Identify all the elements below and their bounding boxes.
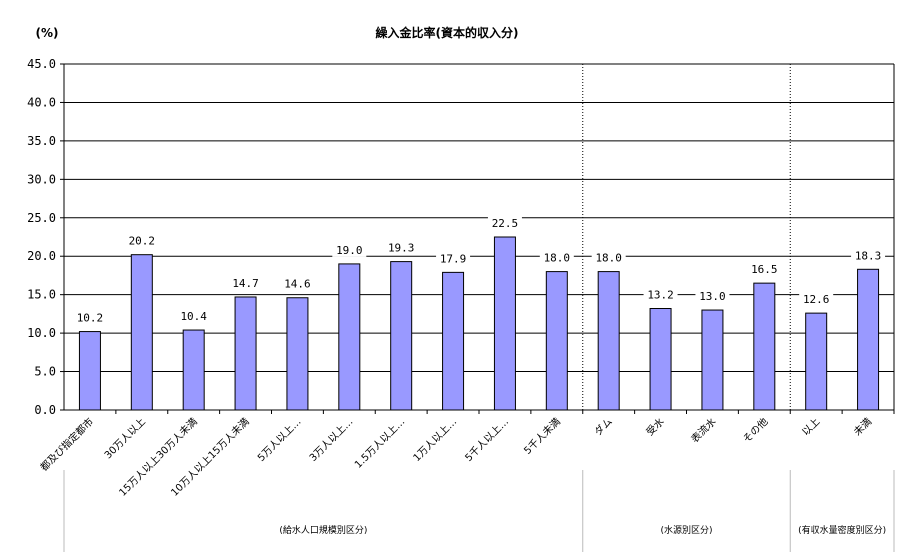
bar[interactable] [442, 271, 465, 411]
data-label: 10.4 [180, 310, 207, 323]
x-tick-label: 受水 [644, 416, 667, 439]
data-label-bg [124, 234, 159, 248]
x-tick-label: 未満 [852, 416, 875, 439]
bar[interactable] [338, 263, 361, 411]
data-label: 12.6 [803, 293, 830, 306]
x-tick-label: 1.5万人以上… [352, 416, 407, 471]
data-label-bg [176, 310, 211, 324]
data-label-bg [539, 251, 574, 265]
bar[interactable] [234, 296, 257, 411]
bar[interactable] [545, 271, 568, 411]
data-label-bg [591, 251, 626, 265]
y-tick-label: 25.0 [27, 211, 56, 225]
data-label-bg [72, 311, 107, 325]
y-tick-label: 35.0 [27, 134, 56, 148]
bar[interactable] [182, 329, 205, 411]
data-label: 19.3 [388, 242, 415, 255]
x-tick-label: 都及び指定都市 [37, 415, 96, 474]
data-label: 13.2 [647, 289, 674, 302]
x-tick-label: その他 [740, 415, 770, 445]
x-tick-label: 以上 [800, 416, 823, 439]
data-label: 10.2 [77, 312, 104, 325]
bar[interactable] [753, 282, 776, 411]
chart-title: 繰入金比率(資本的収入分) [376, 25, 519, 40]
x-tick-label: 1万人以上… [411, 416, 459, 464]
y-tick-label: 45.0 [27, 57, 56, 71]
data-label-bg [487, 217, 522, 230]
bar[interactable] [493, 236, 516, 411]
data-label-bg [280, 277, 315, 291]
group-label: (給水人口規模別区分) [279, 524, 367, 536]
bar[interactable] [390, 261, 413, 411]
data-label-bg [384, 241, 419, 255]
y-axis-unit: (%) [36, 26, 59, 40]
y-tick-label: 20.0 [27, 249, 56, 263]
data-label: 18.3 [855, 249, 882, 262]
data-label: 19.0 [336, 244, 363, 257]
group-label: (水源別区分) [660, 524, 712, 536]
data-label-bg [332, 243, 367, 257]
bar[interactable] [857, 268, 880, 411]
data-label-bg [643, 288, 678, 302]
x-tick-label: 表流水 [688, 415, 718, 445]
y-tick-label: 15.0 [27, 288, 56, 302]
x-tick-label: 3万人以上… [307, 416, 355, 464]
bar[interactable] [130, 254, 153, 411]
data-label: 18.0 [595, 252, 622, 265]
x-tick-label: ダム [591, 415, 614, 438]
x-tick-label: 5千人未満 [522, 416, 563, 457]
x-tick-label: 5万人以上… [255, 416, 303, 464]
bar[interactable] [78, 331, 101, 411]
bar[interactable] [805, 312, 828, 411]
y-tick-label: 10.0 [27, 326, 56, 340]
data-label-bg [695, 290, 730, 304]
data-label-bg [228, 276, 263, 290]
data-label: 20.2 [129, 235, 156, 248]
data-label: 14.7 [232, 277, 259, 290]
group-label: (有収水量密度別区分) [798, 524, 886, 536]
y-tick-label: 40.0 [27, 95, 56, 109]
data-label-bg [851, 249, 886, 263]
data-label: 14.6 [284, 278, 311, 291]
y-tick-label: 0.0 [34, 403, 56, 417]
data-label-bg [799, 293, 834, 307]
x-tick-label: 5千人以上… [463, 416, 511, 464]
data-label: 17.9 [440, 252, 467, 265]
data-label: 13.0 [699, 290, 726, 303]
bar[interactable] [286, 297, 309, 411]
bar[interactable] [597, 271, 620, 411]
data-label: 16.5 [751, 263, 778, 276]
y-tick-label: 5.0 [34, 365, 56, 379]
data-label-bg [747, 263, 782, 277]
x-tick-label: 30万人以上 [102, 416, 148, 462]
data-label: 18.0 [544, 252, 571, 265]
bar[interactable] [701, 309, 724, 411]
y-tick-label: 30.0 [27, 172, 56, 186]
data-label: 22.5 [492, 217, 519, 230]
bar[interactable] [649, 308, 672, 411]
data-label-bg [436, 252, 471, 266]
